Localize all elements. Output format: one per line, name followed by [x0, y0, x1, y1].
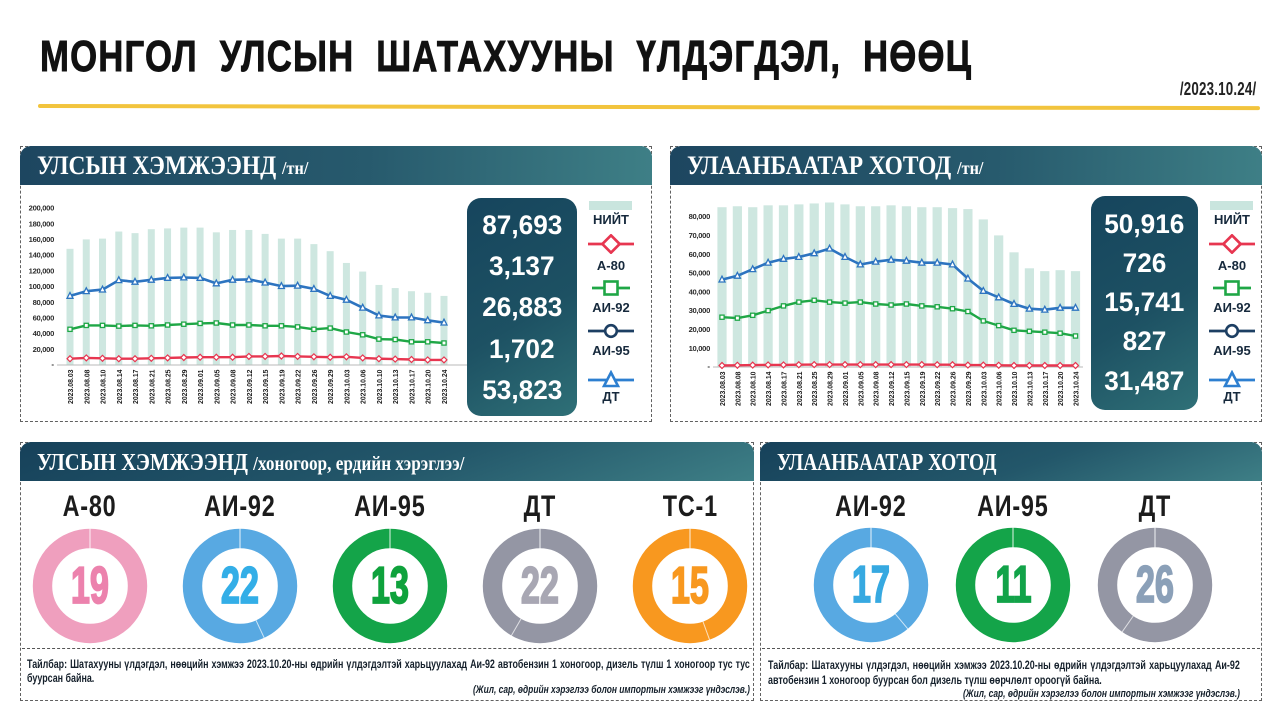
svg-text:2023.10.03: 2023.10.03: [981, 371, 988, 406]
svg-text:20,000: 20,000: [33, 345, 55, 354]
svg-text:2023.09.15: 2023.09.15: [263, 369, 270, 404]
svg-text:2023.09.19: 2023.09.19: [279, 369, 286, 404]
svg-text:2023.10.06: 2023.10.06: [361, 369, 368, 404]
svg-text:2023.08.17: 2023.08.17: [782, 371, 789, 406]
svg-text:2023.10.20: 2023.10.20: [426, 369, 433, 404]
svg-text:2023.08.08: 2023.08.08: [735, 371, 742, 406]
svg-text:60,000: 60,000: [689, 250, 711, 259]
svg-text:2023.08.25: 2023.08.25: [166, 369, 173, 404]
svg-text:2023.10.20: 2023.10.20: [1058, 371, 1065, 406]
svg-text:2023.10.10: 2023.10.10: [1012, 371, 1019, 406]
svg-text:40,000: 40,000: [689, 287, 711, 296]
svg-text:2023.08.03: 2023.08.03: [720, 371, 727, 406]
svg-text:2023.08.08: 2023.08.08: [84, 369, 91, 404]
svg-text:2023.09.29: 2023.09.29: [966, 371, 973, 406]
svg-text:80,000: 80,000: [33, 298, 55, 307]
svg-text:2023.09.12: 2023.09.12: [889, 371, 896, 406]
svg-text:2023.08.21: 2023.08.21: [797, 371, 804, 406]
svg-text:2023.09.08: 2023.09.08: [874, 371, 881, 406]
svg-text:2023.08.10: 2023.08.10: [751, 371, 758, 406]
svg-text:2023.09.01: 2023.09.01: [843, 371, 850, 406]
svg-text:2023.09.01: 2023.09.01: [198, 369, 205, 404]
svg-text:2023.09.26: 2023.09.26: [312, 369, 319, 404]
svg-text:2023.08.14: 2023.08.14: [117, 369, 124, 404]
svg-text:2023.09.05: 2023.09.05: [214, 369, 221, 404]
svg-text:2023.09.22: 2023.09.22: [935, 371, 942, 406]
svg-text:50,000: 50,000: [689, 269, 711, 278]
svg-text:160,000: 160,000: [29, 235, 54, 244]
svg-text:120,000: 120,000: [29, 266, 54, 275]
svg-text:2023.08.10: 2023.08.10: [101, 369, 108, 404]
svg-text:40,000: 40,000: [33, 329, 55, 338]
svg-text:70,000: 70,000: [689, 231, 711, 240]
svg-text:2023.10.10: 2023.10.10: [377, 369, 384, 404]
svg-text:180,000: 180,000: [29, 219, 54, 228]
svg-text:2023.08.29: 2023.08.29: [828, 371, 835, 406]
svg-text:2023.08.21: 2023.08.21: [149, 369, 156, 404]
svg-text:-: -: [51, 360, 54, 369]
svg-text:10,000: 10,000: [689, 344, 711, 353]
svg-text:2023.08.17: 2023.08.17: [133, 369, 140, 404]
svg-text:2023.08.25: 2023.08.25: [812, 371, 819, 406]
svg-text:-: -: [707, 362, 710, 371]
svg-text:80,000: 80,000: [689, 212, 711, 221]
svg-text:2023.09.22: 2023.09.22: [296, 369, 303, 404]
svg-text:140,000: 140,000: [29, 251, 54, 260]
svg-text:2023.09.29: 2023.09.29: [328, 369, 335, 404]
svg-text:2023.09.19: 2023.09.19: [920, 371, 927, 406]
svg-text:2023.09.12: 2023.09.12: [247, 369, 254, 404]
svg-text:2023.08.03: 2023.08.03: [68, 369, 75, 404]
svg-text:2023.10.13: 2023.10.13: [393, 369, 400, 404]
svg-text:2023.10.17: 2023.10.17: [1043, 371, 1050, 406]
svg-text:2023.10.24: 2023.10.24: [442, 369, 449, 404]
svg-text:2023.10.03: 2023.10.03: [344, 369, 351, 404]
svg-text:2023.09.26: 2023.09.26: [951, 371, 958, 406]
svg-text:2023.09.15: 2023.09.15: [904, 371, 911, 406]
svg-text:60,000: 60,000: [33, 314, 55, 323]
svg-text:2023.10.17: 2023.10.17: [410, 369, 417, 404]
svg-text:2023.10.06: 2023.10.06: [997, 371, 1004, 406]
svg-text:2023.10.24: 2023.10.24: [1074, 371, 1081, 406]
svg-text:2023.08.29: 2023.08.29: [182, 369, 189, 404]
svg-text:2023.09.08: 2023.09.08: [231, 369, 238, 404]
svg-text:2023.08.14: 2023.08.14: [766, 371, 773, 406]
svg-text:30,000: 30,000: [689, 306, 711, 315]
svg-text:2023.10.13: 2023.10.13: [1027, 371, 1034, 406]
svg-text:20,000: 20,000: [689, 325, 711, 334]
svg-text:100,000: 100,000: [29, 282, 54, 291]
svg-text:2023.09.05: 2023.09.05: [858, 371, 865, 406]
svg-text:200,000: 200,000: [29, 204, 54, 213]
